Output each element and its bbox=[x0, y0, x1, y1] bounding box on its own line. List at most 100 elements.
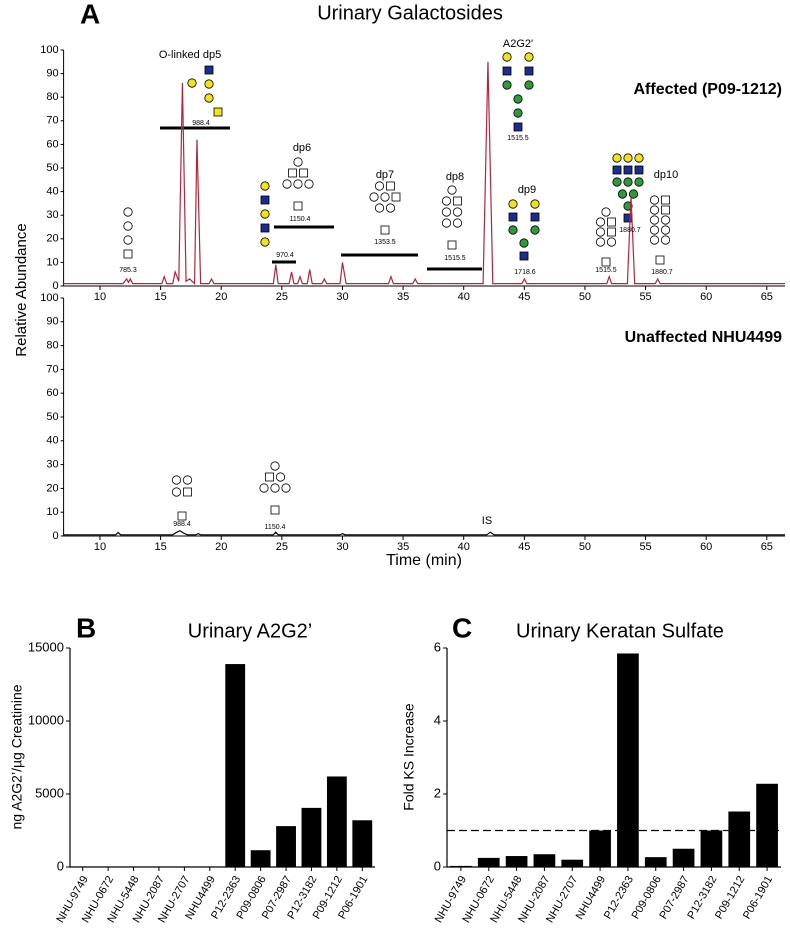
glycan-circle bbox=[601, 207, 611, 217]
title: Urinary A2G2’ bbox=[188, 620, 313, 642]
annotation: 988.4 bbox=[173, 521, 191, 528]
y-tick-label: 90 bbox=[46, 68, 58, 80]
bar bbox=[644, 857, 667, 867]
y-tick-label: 20 bbox=[46, 233, 58, 245]
annotation: dp10 bbox=[654, 169, 678, 181]
glycan-circle bbox=[502, 52, 512, 62]
glycan-circle bbox=[508, 199, 518, 209]
glycan-circle bbox=[508, 225, 518, 235]
y-tick-label: 70 bbox=[46, 115, 58, 127]
annotation: 988.4 bbox=[192, 120, 210, 127]
y-label: ng A2G2’/µg Creatinine bbox=[9, 684, 25, 829]
glycan-square bbox=[447, 240, 457, 250]
glycan-circle bbox=[502, 80, 512, 90]
trace bbox=[63, 530, 785, 536]
y-tick-label: 10 bbox=[46, 506, 58, 518]
glycan-square bbox=[655, 255, 665, 265]
glycan-circle bbox=[204, 79, 214, 89]
y-tick-label: 90 bbox=[46, 316, 58, 328]
glycan-circle bbox=[649, 225, 660, 235]
glycan-circle bbox=[282, 179, 292, 189]
glycan-circle bbox=[259, 483, 269, 493]
glycan-circle bbox=[628, 189, 639, 199]
y-tick-label: 60 bbox=[46, 387, 58, 399]
glycan-square bbox=[260, 195, 270, 205]
glycan-circle bbox=[606, 237, 617, 247]
glycan-square bbox=[612, 165, 622, 175]
bar bbox=[225, 664, 246, 867]
annotation: dp6 bbox=[293, 142, 311, 154]
glycan-circle bbox=[660, 215, 671, 225]
y-tick-label: 0 bbox=[52, 280, 58, 292]
x-tick-label: 40 bbox=[458, 541, 470, 553]
panel: C bbox=[452, 612, 472, 643]
glycan-circle bbox=[171, 487, 182, 497]
x-tick-label: 15 bbox=[154, 541, 166, 553]
glycan-circle bbox=[519, 238, 529, 248]
glycan-circle bbox=[660, 235, 671, 245]
x-tick-label: 35 bbox=[397, 291, 409, 303]
glycan-circle bbox=[270, 461, 280, 471]
glycan-square bbox=[260, 223, 270, 233]
glycan-square bbox=[661, 205, 670, 215]
annotation: 785.3 bbox=[119, 267, 137, 274]
bar bbox=[301, 807, 322, 867]
glycan-circle bbox=[452, 207, 463, 217]
glycan-square bbox=[508, 212, 518, 222]
annotation: 1353.5 bbox=[374, 239, 396, 246]
y-tick-label: 50 bbox=[46, 162, 58, 174]
x-tick-label: 65 bbox=[761, 291, 773, 303]
glycan-circle bbox=[634, 153, 644, 163]
glycan-circle bbox=[612, 153, 622, 163]
y-tick-label: 30 bbox=[46, 459, 58, 471]
y-tick-label: 40 bbox=[46, 435, 58, 447]
y-tick-label: 70 bbox=[46, 363, 58, 375]
glycan-circle bbox=[304, 179, 314, 189]
y-tick-label: 60 bbox=[46, 138, 58, 150]
glycan-circle bbox=[649, 215, 660, 225]
y-tick-label: 10000 bbox=[28, 712, 64, 727]
glycan-circle bbox=[204, 93, 214, 103]
annotation: 1515.5 bbox=[507, 135, 529, 142]
bar bbox=[276, 826, 296, 867]
annotation: dp9 bbox=[518, 184, 536, 196]
glycan-square bbox=[270, 505, 280, 515]
glycan-circle bbox=[293, 157, 303, 167]
glycan-circle bbox=[293, 179, 303, 189]
y-label: Fold KS Increase bbox=[401, 703, 417, 811]
glycan-square bbox=[513, 122, 523, 132]
name: Unaffected NHU4499 bbox=[625, 329, 782, 346]
glycan-square bbox=[265, 472, 274, 482]
glycan-circle bbox=[260, 209, 270, 219]
glycan-circle bbox=[524, 80, 534, 90]
glycan-circle bbox=[441, 207, 452, 217]
bar bbox=[326, 776, 347, 867]
glycan-circle bbox=[270, 483, 280, 493]
glycan-square bbox=[293, 201, 303, 211]
y-tick-label: 30 bbox=[46, 209, 58, 221]
annotation: 1515.5 bbox=[444, 255, 466, 262]
y-tick-label: 0 bbox=[434, 858, 441, 873]
glycan-square bbox=[524, 66, 534, 76]
glycan-circle bbox=[452, 218, 463, 228]
y-tick-label: 4 bbox=[434, 712, 441, 727]
glycan-circle bbox=[123, 207, 133, 217]
x-tick-label: 40 bbox=[458, 291, 470, 303]
y-tick-label: 10 bbox=[46, 256, 58, 268]
glycan-square bbox=[288, 168, 297, 178]
glycan-square bbox=[530, 212, 540, 222]
glycan-square bbox=[607, 227, 616, 237]
glycan-circle bbox=[530, 225, 540, 235]
y-tick-label: 0 bbox=[57, 858, 64, 873]
x-tick-label: 20 bbox=[215, 291, 227, 303]
panel: B bbox=[76, 612, 96, 643]
glycan-square bbox=[502, 66, 512, 76]
glycan-square bbox=[177, 511, 187, 521]
glycan-circle bbox=[281, 483, 291, 493]
glycan-circle bbox=[260, 237, 270, 247]
x-tick-label: 65 bbox=[761, 541, 773, 553]
bar bbox=[533, 854, 556, 867]
glycan-square bbox=[453, 196, 462, 206]
